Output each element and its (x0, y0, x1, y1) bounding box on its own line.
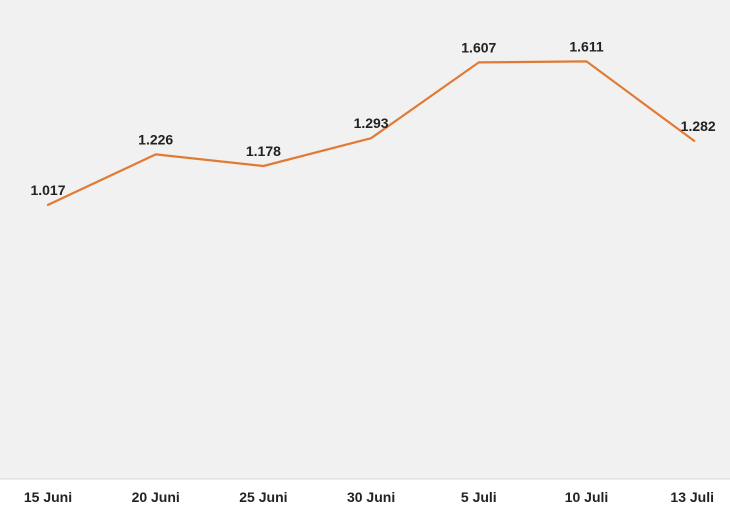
data-label-3: 1.293 (354, 115, 389, 131)
data-label-layer: 1.017 1.226 1.178 1.293 1.607 1.611 1.282 (30, 38, 716, 198)
x-tick-layer: 15 Juni 20 Juni 25 Juni 30 Juni 5 Juli 10 Jul… (24, 489, 714, 505)
data-label-6: 1.282 (681, 118, 716, 134)
data-label-2: 1.178 (246, 143, 281, 159)
x-tick-label-1: 20 Juni (132, 489, 180, 505)
x-tick-label-6: 13 Juli (670, 489, 714, 505)
data-point-1 (154, 153, 157, 156)
plot-background (0, 0, 730, 479)
data-point-3 (370, 137, 373, 140)
x-tick-label-3: 30 Juni (347, 489, 395, 505)
series-layer (46, 60, 696, 206)
data-point-5 (585, 60, 588, 63)
data-label-5: 1.611 (569, 38, 603, 54)
x-tick-label-2: 25 Juni (239, 489, 287, 505)
x-tick-label-4: 5 Juli (461, 489, 497, 505)
x-tick-label-0: 15 Juni (24, 489, 72, 505)
data-point-4 (477, 61, 480, 64)
data-label-1: 1.226 (138, 131, 173, 147)
data-point-6 (693, 139, 696, 142)
data-point-0 (47, 203, 49, 206)
x-tick-label-5: 10 Juli (565, 489, 609, 505)
data-label-4: 1.607 (461, 39, 496, 55)
data-point-2 (262, 165, 265, 167)
data-label-0: 1.017 (30, 182, 65, 198)
